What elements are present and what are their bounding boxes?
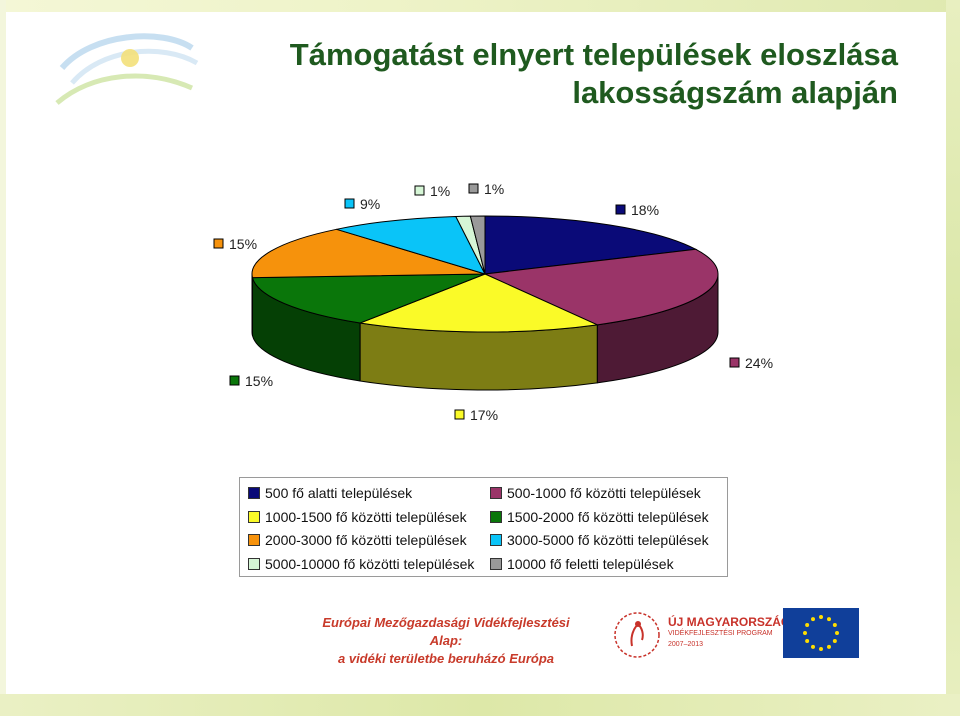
pie-slice-2	[358, 273, 600, 333]
legend-item-5: 3000-5000 fő közötti települések	[490, 532, 709, 548]
data-label-7: 1%	[484, 181, 504, 197]
eafrd-line-2: a vidéki területbe beruházó Európa	[338, 651, 554, 666]
data-label-key-5	[344, 198, 355, 209]
data-label-6: 1%	[430, 183, 450, 199]
umvp-line-2: VIDÉKFEJLESZTÉSI PROGRAM	[668, 630, 773, 637]
eu-flag-icon	[783, 608, 859, 658]
legend-swatch-6	[248, 557, 260, 570]
legend-label-2: 1000-1500 fő közötti települések	[265, 508, 467, 525]
legend-label-6: 5000-10000 fő közötti települések	[265, 555, 475, 572]
legend-label-0: 500 fő alatti települések	[265, 485, 413, 501]
slide-frame-top	[0, 0, 960, 12]
data-label-key-0	[615, 204, 626, 215]
eu-star-6	[803, 631, 807, 635]
legend-item-7: 10000 fő feletti települések	[490, 556, 674, 572]
legend-swatch-4	[248, 534, 260, 546]
pie-slice-1	[483, 248, 719, 326]
legend-label-4: 2000-3000 fő közötti települések	[265, 532, 467, 548]
eu-star-10	[827, 617, 831, 622]
legend-label-1: 500-1000 fő közötti települések	[507, 485, 701, 501]
uj-magyarorszag-logo-icon	[614, 612, 660, 658]
page-title: Támogatást elnyert települések eloszlása…	[198, 36, 898, 112]
pie-side-walls	[251, 273, 719, 391]
data-label-0: 18%	[631, 202, 659, 218]
chart-legend: 500 fő alatti települések 500-1000 fő köz…	[239, 477, 728, 577]
legend-item-6: 5000-10000 fő közötti települések	[248, 556, 474, 572]
legend-item-3: 1500-2000 fő közötti települések	[490, 509, 709, 525]
pie-slice-4	[251, 228, 486, 279]
legend-swatch-5	[490, 534, 502, 546]
eu-star-4	[811, 644, 815, 649]
eu-star-7	[805, 623, 810, 627]
umvp-caption: ÚJ MAGYARORSZÁG VIDÉKFEJLESZTÉSI PROGRAM…	[668, 615, 791, 650]
legend-label-3: 1500-2000 fő közötti települések	[507, 508, 709, 525]
footer-logos: Európai Mezőgazdasági Vidékfejlesztési A…	[0, 600, 960, 690]
pie-top-faces	[251, 215, 719, 333]
data-label-5: 9%	[360, 196, 380, 212]
data-label-key-7	[468, 183, 479, 194]
slide-frame-right	[946, 0, 960, 716]
data-label-3: 15%	[245, 373, 273, 389]
data-label-1: 24%	[745, 355, 773, 371]
eafrd-line-1: Európai Mezőgazdasági Vidékfejlesztési A…	[322, 615, 570, 648]
umvp-line-3: 2007–2013	[668, 641, 704, 648]
eu-star-2	[827, 644, 831, 649]
eu-star-5	[805, 639, 810, 643]
data-label-key-6	[414, 185, 425, 196]
pie-chart: 18% 24% 17% 15% 15% 9% 1% 1%	[213, 181, 773, 423]
eu-star-8	[811, 617, 815, 622]
pie-side-2	[359, 322, 598, 391]
legend-label-5: 3000-5000 fő közötti települések	[507, 532, 709, 548]
title-line-2: lakosságszám alapján	[572, 75, 898, 110]
pie-slice-0	[484, 215, 698, 275]
data-label-4: 15%	[229, 236, 257, 252]
pie-slice-5	[336, 215, 486, 275]
legend-swatch-3	[490, 510, 502, 523]
legend-item-1: 500-1000 fő közötti települések	[490, 485, 701, 501]
data-label-key-1	[729, 357, 740, 368]
slide-frame-left	[0, 0, 6, 716]
pie-data-labels: 18% 24% 17% 15% 15% 9% 1% 1%	[213, 181, 773, 423]
sun-swirl-logo-icon	[55, 33, 199, 105]
pie-slice-7	[469, 215, 486, 275]
legend-swatch-7	[490, 557, 502, 570]
eafrd-caption: Európai Mezőgazdasági Vidékfejlesztési A…	[306, 614, 586, 668]
data-label-key-2	[454, 409, 465, 420]
slide-frame-bottom	[0, 694, 960, 716]
legend-swatch-0	[248, 487, 260, 499]
title-line-1: Támogatást elnyert települések eloszlása	[289, 37, 898, 72]
eu-star-11	[832, 623, 837, 627]
legend-item-4: 2000-3000 fő közötti települések	[248, 532, 467, 548]
umvp-line-1: ÚJ MAGYARORSZÁG	[668, 615, 791, 629]
legend-item-2: 1000-1500 fő közötti települések	[248, 509, 467, 525]
legend-item-0: 500 fő alatti települések	[248, 485, 412, 501]
eu-star-9	[819, 615, 823, 619]
eu-star-3	[819, 647, 823, 651]
legend-label-7: 10000 fő feletti települések	[507, 555, 674, 572]
data-label-key-4	[213, 238, 224, 249]
legend-swatch-1	[490, 487, 502, 499]
data-label-2: 17%	[470, 407, 498, 423]
data-label-key-3	[229, 375, 240, 386]
eu-star-1	[832, 639, 837, 643]
legend-swatch-2	[248, 510, 260, 523]
eu-star-0	[835, 631, 839, 635]
pie-slice-3	[251, 273, 486, 324]
